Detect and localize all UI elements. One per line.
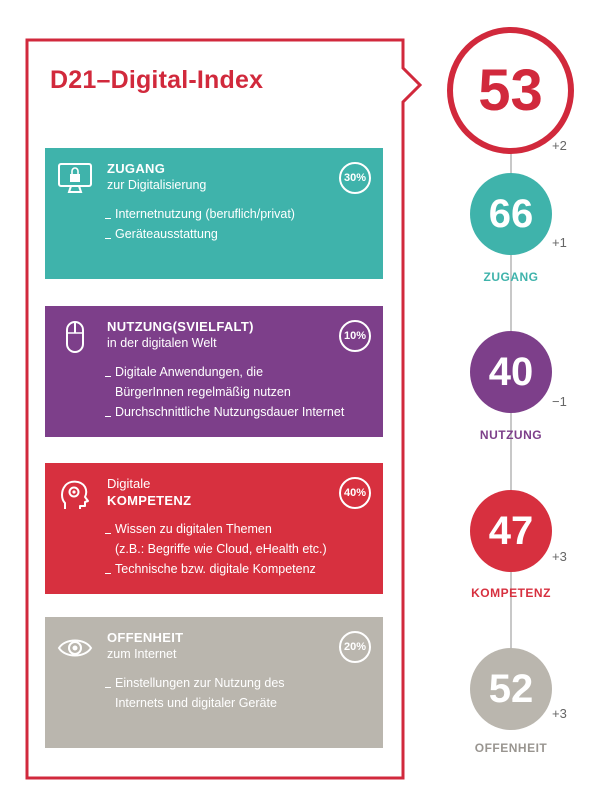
- card-kompetenz: Digitale KOMPETENZ 40% Wissen zu digital…: [45, 463, 383, 594]
- card-nutzung: NUTZUNG(SVIELFALT) in der digitalen Welt…: [45, 306, 383, 437]
- card-kompetenz-weight: 40%: [339, 477, 371, 509]
- card-kompetenz-bullets: Wissen zu digitalen Themen (z.B.: Begrif…: [105, 519, 327, 579]
- nutzung-score-circle: 40: [470, 331, 552, 413]
- card-zugang-bullets: Internetnutzung (beruflich/privat) Gerät…: [105, 204, 295, 244]
- zugang-label: ZUGANG: [483, 270, 539, 284]
- card-zugang-weight: 30%: [339, 162, 371, 194]
- bullet-continuation-text: BürgerInnen regelmäßig nutzen: [115, 385, 291, 399]
- bullet-item: Wissen zu digitalen Themen: [105, 519, 327, 539]
- bullet-item: Technische bzw. digitale Kompetenz: [105, 559, 327, 579]
- card-nutzung-weight: 10%: [339, 320, 371, 352]
- bullet-item-continuation: Internets und digitaler Geräte: [105, 693, 285, 713]
- card-nutzung-subheading: in der digitalen Welt: [107, 336, 217, 350]
- bullet-item: Internetnutzung (beruflich/privat): [105, 204, 295, 224]
- card-offenheit-bullets: Einstellungen zur Nutzung des Internets …: [105, 673, 285, 713]
- card-kompetenz-heading: Digitale: [107, 476, 151, 491]
- card-nutzung-bullets: Digitale Anwendungen, die BürgerInnen re…: [105, 362, 344, 422]
- bullet-item: Geräteausstattung: [105, 224, 295, 244]
- card-nutzung-heading: NUTZUNG(SVIELFALT): [107, 319, 254, 334]
- nutzung-delta: −1: [552, 394, 567, 409]
- index-delta: +2: [552, 138, 567, 153]
- kompetenz-label: KOMPETENZ: [471, 586, 551, 600]
- mouse-icon: [66, 321, 84, 353]
- kompetenz-score-circle: 47: [470, 490, 552, 572]
- card-zugang-heading: ZUGANG: [107, 161, 166, 176]
- card-offenheit-subheading: zum Internet: [107, 647, 177, 661]
- card-zugang-subheading: zur Digitalisierung: [107, 178, 207, 192]
- index-frame: [25, 38, 423, 780]
- card-offenheit: OFFENHEIT zum Internet 20% Einstellungen…: [45, 617, 383, 748]
- bullet-item-continuation: BürgerInnen regelmäßig nutzen: [105, 382, 344, 402]
- bullet-continuation-text: (z.B.: Begriffe wie Cloud, eHealth etc.): [115, 542, 327, 556]
- bullet-item: Durchschnittliche Nutzungsdauer Internet: [105, 402, 344, 422]
- card-zugang: ZUGANG zur Digitalisierung 30% Internetn…: [45, 148, 383, 279]
- offenheit-label: OFFENHEIT: [474, 741, 548, 755]
- offenheit-delta: +3: [552, 706, 567, 721]
- monitor-lock-icon: [58, 163, 92, 193]
- card-kompetenz-subheading: KOMPETENZ: [107, 493, 192, 508]
- bullet-item-continuation: (z.B.: Begriffe wie Cloud, eHealth etc.): [105, 539, 327, 559]
- bullet-continuation-text: Internets und digitaler Geräte: [115, 696, 277, 710]
- zugang-delta: +1: [552, 235, 567, 250]
- bullet-item: Digitale Anwendungen, die: [105, 362, 344, 382]
- kompetenz-delta: +3: [552, 549, 567, 564]
- nutzung-label: NUTZUNG: [479, 428, 543, 442]
- card-offenheit-heading: OFFENHEIT: [107, 630, 184, 645]
- card-offenheit-weight: 20%: [339, 631, 371, 663]
- eye-icon: [57, 639, 93, 657]
- offenheit-score-circle: 52: [470, 648, 552, 730]
- index-score-circle: 53: [447, 27, 574, 154]
- head-gear-icon: [61, 480, 89, 509]
- zugang-score-circle: 66: [470, 173, 552, 255]
- bullet-item: Einstellungen zur Nutzung des: [105, 673, 285, 693]
- page-title: D21–Digital-Index: [50, 66, 264, 94]
